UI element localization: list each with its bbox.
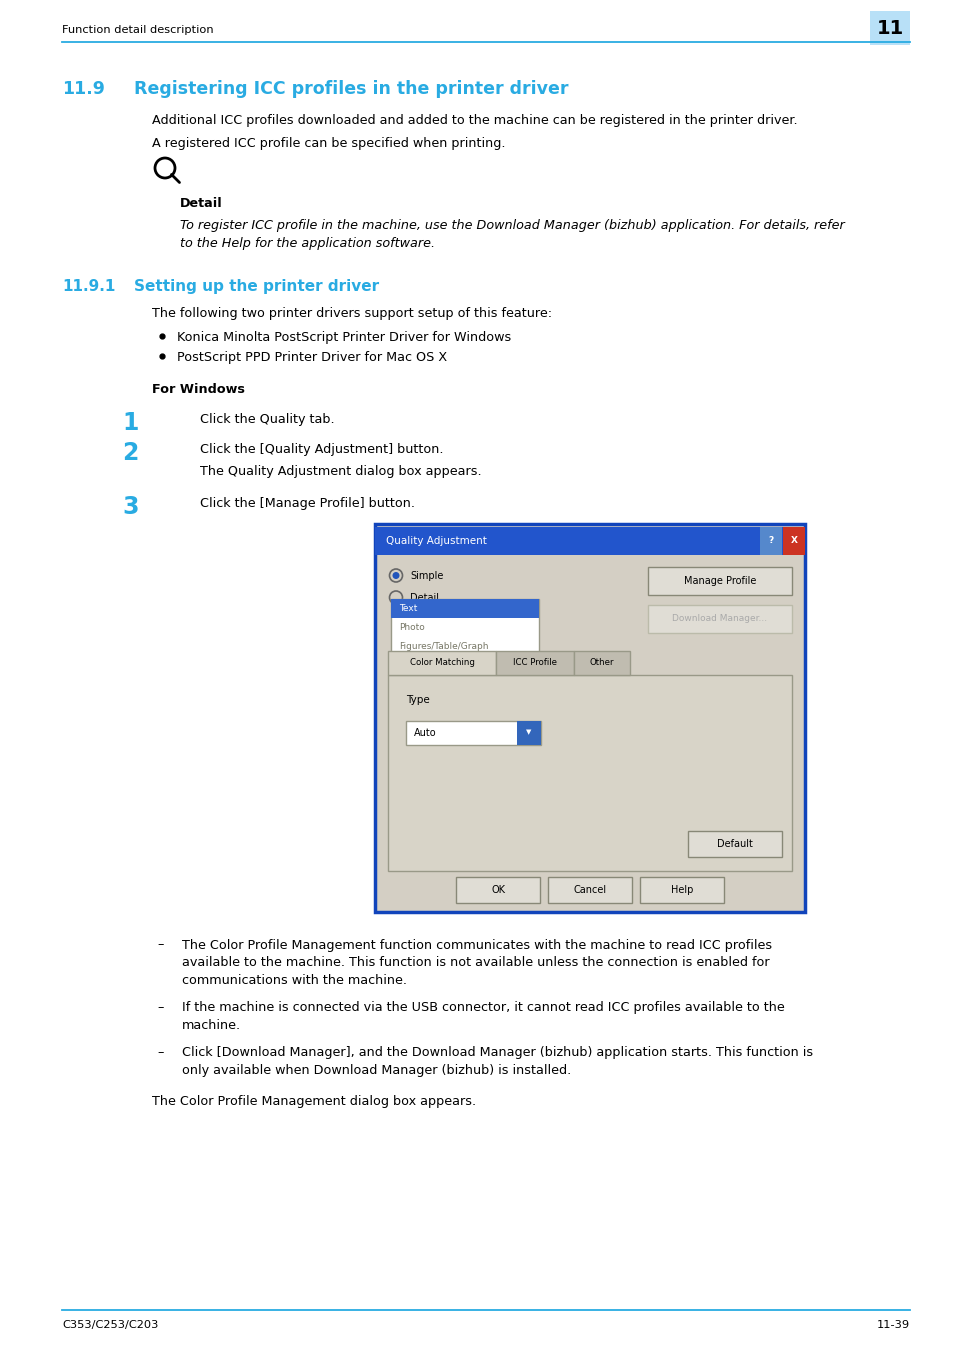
Text: PostScript PPD Printer Driver for Mac OS X: PostScript PPD Printer Driver for Mac OS… [177,351,447,363]
Text: Help: Help [670,884,693,895]
Text: C353/C253/C203: C353/C253/C203 [62,1320,158,1330]
Text: Additional ICC profiles downloaded and added to the machine can be registered in: Additional ICC profiles downloaded and a… [152,113,797,127]
Text: 1: 1 [122,410,138,435]
Text: Photo: Photo [398,622,424,632]
Text: to the Help for the application software.: to the Help for the application software… [180,236,435,250]
Text: Click [Download Manager], and the Download Manager (bizhub) application starts. : Click [Download Manager], and the Downlo… [182,1046,812,1058]
Text: Download Manager...: Download Manager... [672,614,767,622]
Text: –: – [157,938,163,952]
Text: X: X [790,536,797,545]
Text: For Windows: For Windows [152,382,245,396]
Text: –: – [157,1000,163,1014]
Text: Click the [Manage Profile] button.: Click the [Manage Profile] button. [200,497,415,509]
Text: To register ICC profile in the machine, use the Download Manager (bizhub) applic: To register ICC profile in the machine, … [180,219,843,232]
FancyBboxPatch shape [375,526,804,555]
FancyBboxPatch shape [375,524,804,911]
Text: The Quality Adjustment dialog box appears.: The Quality Adjustment dialog box appear… [200,464,481,478]
Text: machine.: machine. [182,1018,241,1031]
Text: Type: Type [406,694,429,705]
Text: Auto: Auto [414,728,436,737]
FancyBboxPatch shape [647,605,791,633]
FancyBboxPatch shape [391,598,538,656]
Text: Figures/Table/Graph: Figures/Table/Graph [398,643,488,651]
FancyBboxPatch shape [574,651,629,675]
FancyBboxPatch shape [639,876,723,903]
Text: Konica Minolta PostScript Printer Driver for Windows: Konica Minolta PostScript Printer Driver… [177,331,511,343]
Text: ICC Profile: ICC Profile [513,657,557,667]
Text: Other: Other [589,657,614,667]
FancyBboxPatch shape [391,598,538,617]
Text: If the machine is connected via the USB connector, it cannot read ICC profiles a: If the machine is connected via the USB … [182,1000,784,1014]
Text: 11.9.1: 11.9.1 [62,278,115,293]
Text: Default: Default [717,838,752,849]
Text: Manage Profile: Manage Profile [683,575,756,586]
Text: Simple: Simple [410,571,443,580]
Text: Click the Quality tab.: Click the Quality tab. [200,413,335,425]
Text: 2: 2 [122,440,138,464]
Text: Quality Adjustment: Quality Adjustment [386,536,486,545]
Text: Detail: Detail [410,593,438,602]
FancyBboxPatch shape [496,651,574,675]
Text: ?: ? [767,536,773,545]
Text: The Color Profile Management function communicates with the machine to read ICC : The Color Profile Management function co… [182,938,771,952]
FancyBboxPatch shape [406,721,540,744]
Text: –: – [157,1046,163,1058]
Text: communications with the machine.: communications with the machine. [182,973,407,987]
Text: Click the [Quality Adjustment] button.: Click the [Quality Adjustment] button. [200,443,443,455]
Text: 3: 3 [122,494,138,518]
Text: Color Matching: Color Matching [409,657,474,667]
FancyBboxPatch shape [687,830,781,856]
FancyBboxPatch shape [517,721,540,744]
FancyBboxPatch shape [760,526,781,555]
Text: 11.9: 11.9 [62,80,105,99]
FancyBboxPatch shape [388,675,791,871]
Text: A registered ICC profile can be specified when printing.: A registered ICC profile can be specifie… [152,136,505,150]
FancyBboxPatch shape [647,567,791,594]
Text: 11-39: 11-39 [876,1320,909,1330]
Text: available to the machine. This function is not available unless the connection i: available to the machine. This function … [182,956,769,969]
Text: The Color Profile Management dialog box appears.: The Color Profile Management dialog box … [152,1095,476,1108]
Text: Function detail description: Function detail description [62,26,213,35]
FancyBboxPatch shape [388,651,496,675]
Text: 11: 11 [876,19,902,38]
FancyBboxPatch shape [869,11,909,45]
Text: The following two printer drivers support setup of this feature:: The following two printer drivers suppor… [152,306,552,320]
Text: Text: Text [398,603,417,613]
Text: OK: OK [491,884,504,895]
Text: only available when Download Manager (bizhub) is installed.: only available when Download Manager (bi… [182,1064,571,1076]
Text: Detail: Detail [180,197,222,211]
FancyBboxPatch shape [456,876,539,903]
Text: Cancel: Cancel [573,884,606,895]
FancyBboxPatch shape [782,526,804,555]
Text: ▼: ▼ [526,729,531,736]
Text: Registering ICC profiles in the printer driver: Registering ICC profiles in the printer … [133,80,568,99]
Text: Setting up the printer driver: Setting up the printer driver [133,278,378,293]
Circle shape [392,572,399,579]
FancyBboxPatch shape [547,876,631,903]
